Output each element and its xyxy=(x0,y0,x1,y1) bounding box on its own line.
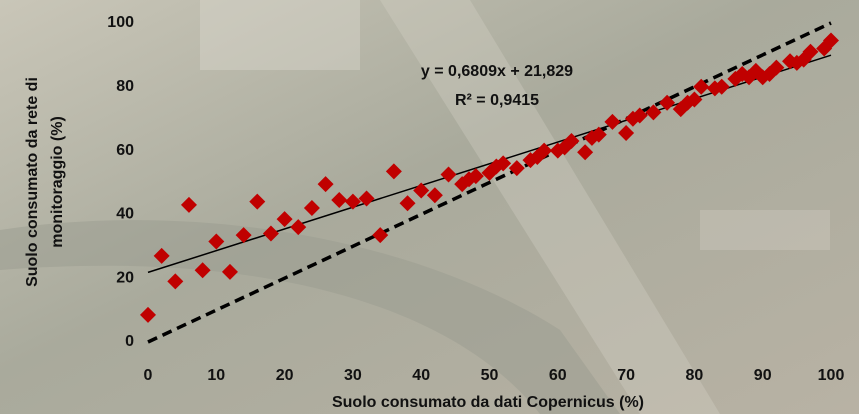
data-point xyxy=(399,195,416,212)
data-point xyxy=(276,211,293,228)
data-point xyxy=(358,190,375,207)
y-tick-label: 100 xyxy=(107,14,134,31)
data-point xyxy=(344,193,361,210)
data-point xyxy=(385,163,402,180)
x-tick-label: 70 xyxy=(617,367,635,384)
data-point xyxy=(153,247,170,264)
data-point xyxy=(194,262,211,279)
data-point xyxy=(693,78,710,95)
data-point xyxy=(167,273,184,290)
data-point xyxy=(536,142,553,159)
data-point xyxy=(802,43,819,60)
x-tick-label: 100 xyxy=(818,367,845,384)
y-tick-label: 0 xyxy=(125,333,134,350)
x-tick-label: 40 xyxy=(412,367,430,384)
data-point xyxy=(823,32,839,49)
data-point xyxy=(413,182,430,199)
x-tick-label: 10 xyxy=(207,367,225,384)
data-point xyxy=(713,78,730,95)
data-point xyxy=(249,193,266,210)
data-point xyxy=(604,113,621,130)
identity-line xyxy=(147,21,832,344)
background-road xyxy=(0,220,620,414)
data-point xyxy=(618,125,635,142)
y-axis-title: Suolo consumato da rete di xyxy=(24,77,41,287)
data-point xyxy=(563,133,580,150)
data-point xyxy=(768,59,785,76)
data-point xyxy=(495,155,512,172)
trendline-r2: R² = 0,9415 xyxy=(455,92,539,109)
y-tick-label: 40 xyxy=(116,206,134,223)
data-point xyxy=(590,126,607,143)
x-tick-label: 20 xyxy=(276,367,294,384)
data-point xyxy=(290,219,307,236)
x-axis-title: Suolo consumato da dati Copernicus (%) xyxy=(332,394,644,411)
y-axis-title: monitoraggio (%) xyxy=(49,116,66,248)
data-point xyxy=(180,196,197,213)
x-tick-label: 90 xyxy=(754,367,772,384)
data-point xyxy=(331,192,348,209)
background-building xyxy=(200,0,360,70)
trendline-equation: y = 0,6809x + 21,829 xyxy=(421,63,573,80)
data-point xyxy=(467,168,484,185)
data-point xyxy=(262,225,279,242)
background-building xyxy=(700,210,830,250)
y-tick-label: 60 xyxy=(116,142,134,159)
data-point xyxy=(686,91,703,108)
data-point xyxy=(221,263,238,280)
x-tick-label: 0 xyxy=(144,367,153,384)
data-point xyxy=(440,166,457,183)
data-point xyxy=(659,94,676,111)
data-point xyxy=(317,176,334,193)
y-tick-label: 80 xyxy=(116,78,134,95)
x-tick-label: 60 xyxy=(549,367,567,384)
x-tick-label: 80 xyxy=(686,367,704,384)
data-point xyxy=(645,104,662,121)
data-point xyxy=(631,107,648,124)
data-point xyxy=(208,233,225,250)
data-point xyxy=(508,160,525,177)
data-point xyxy=(372,227,389,244)
background-road xyxy=(380,0,720,414)
y-tick-label: 20 xyxy=(116,269,134,286)
data-point xyxy=(303,200,320,217)
data-point xyxy=(577,144,594,161)
data-point xyxy=(235,227,252,244)
x-tick-label: 30 xyxy=(344,367,362,384)
data-point xyxy=(140,306,156,323)
data-point xyxy=(426,187,443,204)
x-tick-label: 50 xyxy=(481,367,499,384)
